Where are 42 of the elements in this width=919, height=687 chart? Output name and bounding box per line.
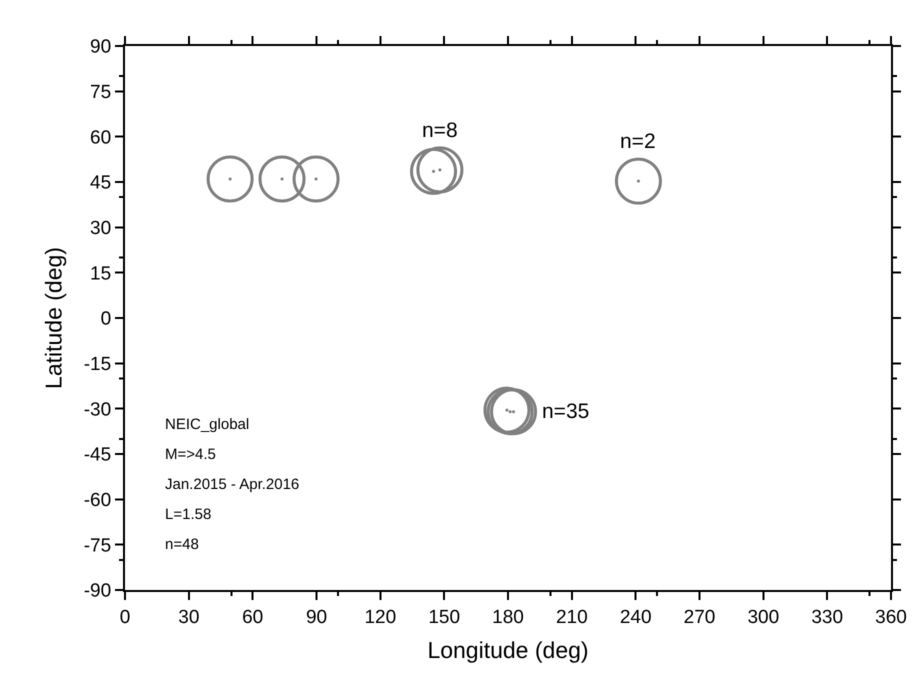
y-tick-label: -90 — [84, 580, 112, 602]
annotation: NEIC_global — [165, 416, 250, 433]
x-tick-label: 300 — [747, 606, 780, 628]
y-tick-label: 15 — [90, 263, 112, 284]
x-tick-label: 270 — [684, 606, 716, 628]
annotation: L=1.58 — [165, 506, 212, 523]
x-tick-label: 30 — [178, 606, 200, 628]
y-tick-label: 75 — [90, 82, 112, 103]
y-tick-label: -45 — [84, 444, 112, 466]
point — [410, 148, 458, 195]
point — [614, 158, 662, 205]
x-tick-label: 0 — [120, 606, 130, 628]
y-axis-title: Latitude (deg) — [40, 247, 67, 389]
x-tick-label: 180 — [492, 606, 524, 628]
y-tick-label: -15 — [84, 354, 112, 375]
annotation: n=8 — [422, 119, 458, 142]
annotation: M=>4.5 — [165, 446, 216, 463]
x-tick-label: 90 — [306, 606, 328, 628]
y-tick-label: 60 — [90, 127, 112, 148]
y-tick-label: -30 — [84, 399, 112, 420]
annotation: n=35 — [542, 400, 590, 423]
y-tick-label: 0 — [100, 308, 112, 330]
y-tick-label: 90 — [90, 36, 112, 58]
x-tick-label: 330 — [811, 606, 844, 628]
x-tick-label: 210 — [556, 606, 588, 628]
y-tick-label: 45 — [90, 172, 112, 194]
y-tick-label: -75 — [84, 535, 112, 556]
point — [416, 146, 464, 194]
x-axis-title: Longitude (deg) — [427, 636, 589, 663]
y-tick-label: 30 — [90, 218, 112, 239]
y-tick-label: -60 — [84, 490, 112, 511]
point — [292, 155, 340, 202]
x-tick-label: 120 — [364, 606, 396, 628]
point — [258, 155, 306, 202]
point — [206, 155, 254, 202]
x-tick-label: 360 — [875, 606, 907, 628]
annotation: n=2 — [620, 130, 656, 153]
x-tick-label: 60 — [242, 606, 264, 628]
annotation: n=48 — [165, 536, 199, 553]
x-tick-label: 150 — [428, 606, 460, 628]
x-tick-label: 240 — [620, 606, 652, 628]
annotation: Jan.2015 - Apr.2016 — [165, 476, 300, 493]
